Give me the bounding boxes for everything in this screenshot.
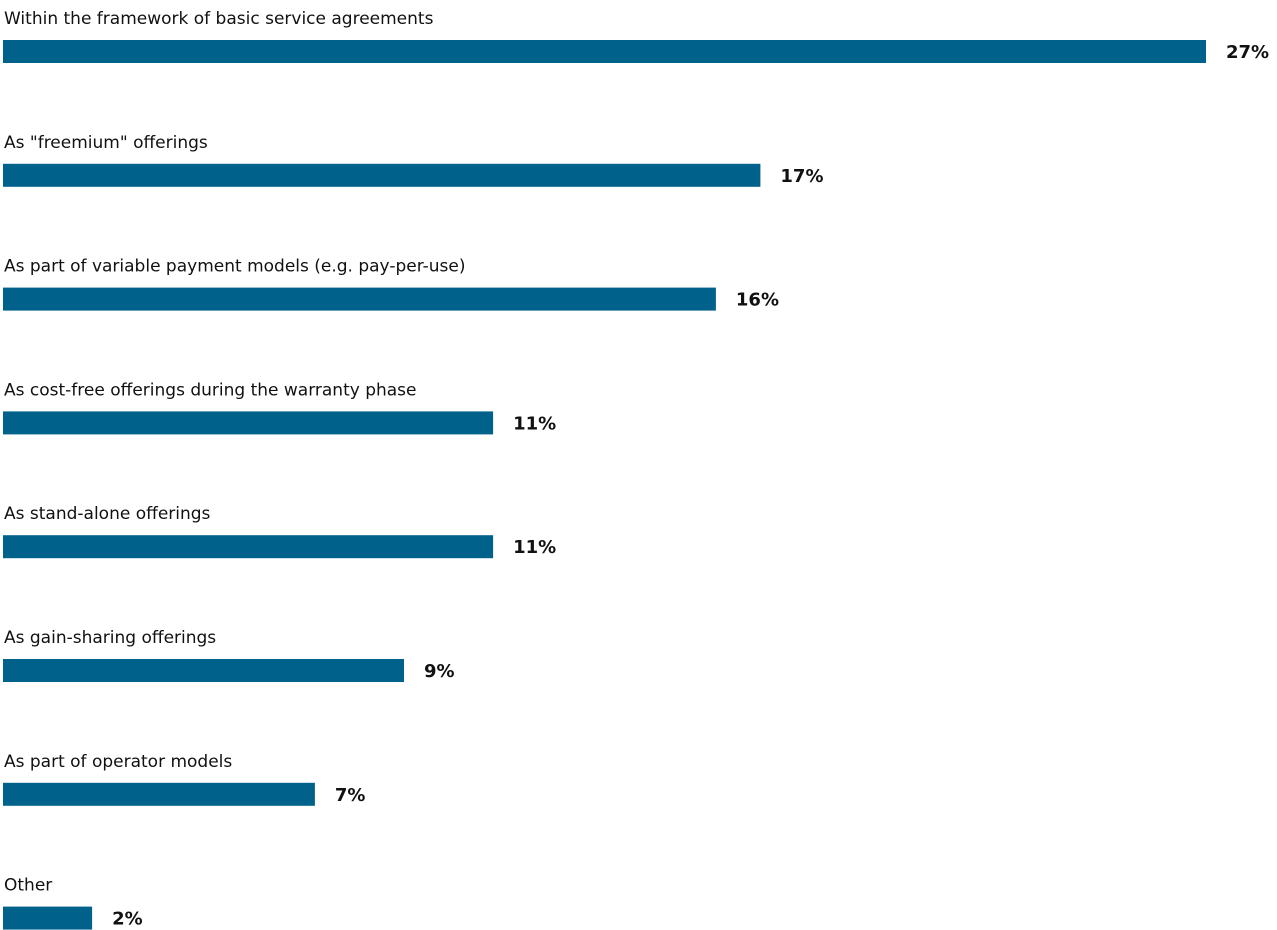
- bar-row: Within the framework of basic service ag…: [3, 9, 1269, 63]
- category-label: Other: [4, 876, 52, 896]
- value-label: 2%: [112, 909, 143, 930]
- bar-row: As cost-free offerings during the warran…: [3, 380, 556, 435]
- category-label: As stand-alone offerings: [4, 504, 211, 524]
- value-label: 27%: [1226, 42, 1269, 63]
- bar: [3, 906, 93, 930]
- value-label: 11%: [513, 413, 556, 434]
- category-label: As part of operator models: [4, 752, 232, 772]
- value-label: 7%: [335, 785, 366, 806]
- category-label: As part of variable payment models (e.g.…: [4, 257, 465, 277]
- bar: [3, 782, 315, 806]
- bar-row: As gain-sharing offerings 9%: [3, 628, 455, 682]
- category-label: As "freemium" offerings: [4, 133, 208, 153]
- bar-row: As part of operator models 7%: [3, 752, 365, 806]
- bar: [3, 287, 716, 311]
- bar: [3, 535, 494, 559]
- category-label: As cost-free offerings during the warran…: [4, 380, 417, 400]
- bar-row: Other 2%: [3, 876, 143, 930]
- value-label: 11%: [513, 537, 556, 558]
- value-label: 16%: [736, 290, 779, 311]
- category-label: As gain-sharing offerings: [4, 628, 216, 648]
- bar-row: As part of variable payment models (e.g.…: [3, 257, 779, 311]
- bar: [3, 163, 761, 187]
- bar: [3, 411, 494, 435]
- value-label: 17%: [780, 166, 823, 187]
- bar: [3, 659, 404, 682]
- category-label: Within the framework of basic service ag…: [4, 9, 434, 29]
- bar-row: As "freemium" offerings 17%: [3, 133, 823, 187]
- bar-row: As stand-alone offerings 11%: [3, 504, 556, 559]
- bar: [3, 40, 1206, 63]
- value-label: 9%: [424, 661, 455, 682]
